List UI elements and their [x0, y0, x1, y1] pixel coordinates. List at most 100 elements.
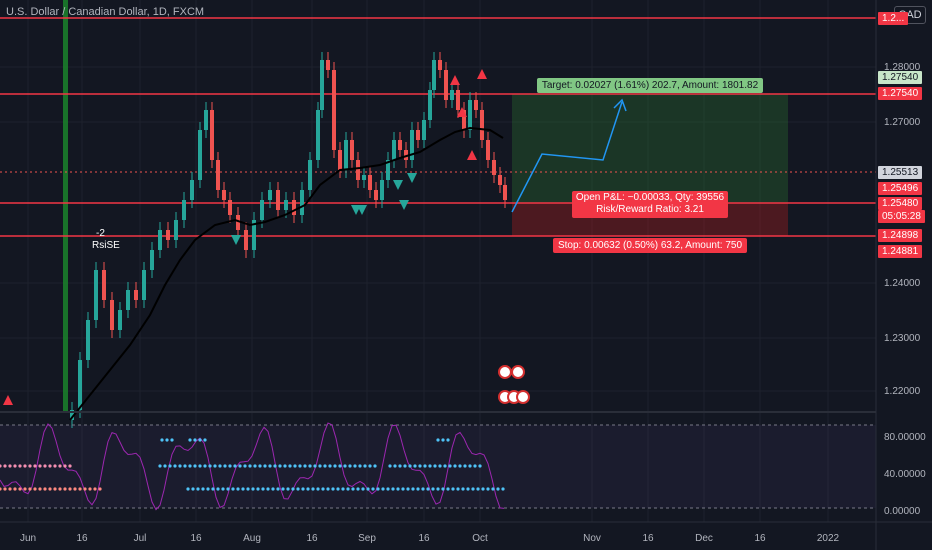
rsi-dot — [286, 487, 290, 491]
candle-body — [486, 140, 490, 160]
forecast-arrow[interactable] — [511, 101, 623, 213]
rsi-dot — [388, 464, 392, 468]
candle-body — [308, 160, 312, 190]
rsi-dot — [438, 464, 442, 468]
rsi-dot — [28, 464, 32, 468]
rsi-dot — [436, 438, 440, 442]
rsi-dot — [183, 464, 187, 468]
economic-events[interactable] — [498, 365, 530, 404]
candle-body — [374, 190, 378, 200]
candle-body — [244, 230, 248, 250]
rsi-dot — [251, 487, 255, 491]
pnl-label[interactable]: Open P&L: −0.00033, Qty: 39556 Risk/Rewa… — [572, 191, 728, 218]
rsi-dot — [18, 487, 22, 491]
candle-body — [410, 130, 414, 160]
rsi-dot — [413, 464, 417, 468]
candle-body — [260, 200, 264, 220]
rsi-dot — [208, 464, 212, 468]
candle-body — [422, 120, 426, 140]
candle-body — [462, 110, 466, 130]
rsi-dot — [18, 464, 22, 468]
rsi-dot — [178, 464, 182, 468]
rsi-dot — [411, 487, 415, 491]
candle-body — [110, 300, 114, 330]
rsi-dot — [231, 487, 235, 491]
rsi-dot — [261, 487, 265, 491]
rsi-dot — [423, 464, 427, 468]
candle-body — [94, 270, 98, 320]
rsi-dot — [303, 464, 307, 468]
rsi-dot — [33, 487, 37, 491]
rsi-dot — [173, 464, 177, 468]
rsi-dot — [241, 487, 245, 491]
rsi-dot — [3, 487, 7, 491]
candle-body — [456, 90, 460, 110]
rsi-dot — [236, 487, 240, 491]
candle-body — [432, 60, 436, 90]
time-tick: 16 — [642, 533, 654, 544]
price-label-top: 1.2... — [878, 12, 909, 25]
rsi-dot — [253, 464, 257, 468]
rsi-dot — [308, 464, 312, 468]
rsi-dot — [53, 464, 57, 468]
rsi-dot — [53, 487, 57, 491]
rsi-dot — [381, 487, 385, 491]
price-tick: 1.24000 — [884, 278, 921, 289]
candle-body — [182, 200, 186, 220]
rsi-dot — [421, 487, 425, 491]
rsi-dot — [68, 464, 72, 468]
candle-body — [158, 230, 162, 250]
rsi-dot — [471, 487, 475, 491]
rsi-dot — [158, 464, 162, 468]
time-tick: Aug — [243, 533, 261, 544]
rsi-dot — [376, 487, 380, 491]
candle-body — [332, 70, 336, 150]
sell-signal-icon — [477, 69, 487, 79]
alert-marker — [3, 395, 13, 405]
rsi-dot — [170, 438, 174, 442]
rsi-dot — [193, 438, 197, 442]
rsi-dot — [333, 464, 337, 468]
rsi-dot — [198, 464, 202, 468]
rsi-dot — [418, 464, 422, 468]
rsi-dot — [163, 464, 167, 468]
symbol-title[interactable]: U.S. Dollar / Canadian Dollar, 1D, FXCM — [6, 6, 205, 18]
time-tick: 16 — [306, 533, 318, 544]
rsi-dot — [8, 487, 12, 491]
rsi-dot — [201, 487, 205, 491]
rsi-dot — [168, 464, 172, 468]
rsi-dot — [441, 487, 445, 491]
countdown-label: 05:05:28 — [878, 210, 925, 223]
rsi-dot — [58, 487, 62, 491]
time-tick: Dec — [695, 533, 713, 544]
rsi-dot — [433, 464, 437, 468]
rsi-dot — [496, 487, 500, 491]
rsi-dot — [63, 487, 67, 491]
candle-body — [320, 60, 324, 110]
rsi-dot — [393, 464, 397, 468]
candle-body — [300, 190, 304, 215]
rsi-dot — [13, 487, 17, 491]
time-tick: Jun — [19, 533, 37, 544]
target-label[interactable]: Target: 0.02027 (1.61%) 202.7, Amount: 1… — [537, 78, 763, 93]
rsi-dot — [461, 487, 465, 491]
candle-body — [222, 190, 226, 200]
rsi-dot — [188, 464, 192, 468]
rsi-dot — [288, 464, 292, 468]
candle-body — [102, 270, 106, 300]
rsi-dot — [28, 487, 32, 491]
sell-signal-icon — [450, 75, 460, 85]
candle-body — [350, 140, 354, 160]
rsi-tick: 80.00000 — [884, 432, 926, 443]
candle-body — [428, 90, 432, 120]
rsi-dot — [206, 487, 210, 491]
rsi-dot — [191, 487, 195, 491]
stop-label[interactable]: Stop: 0.00632 (0.50%) 63.2, Amount: 750 — [553, 238, 747, 253]
rsi-dot — [336, 487, 340, 491]
candle-body — [142, 270, 146, 300]
rsi-dot — [266, 487, 270, 491]
rsi-dot — [43, 464, 47, 468]
rsi-dot — [291, 487, 295, 491]
rsi-dot — [296, 487, 300, 491]
